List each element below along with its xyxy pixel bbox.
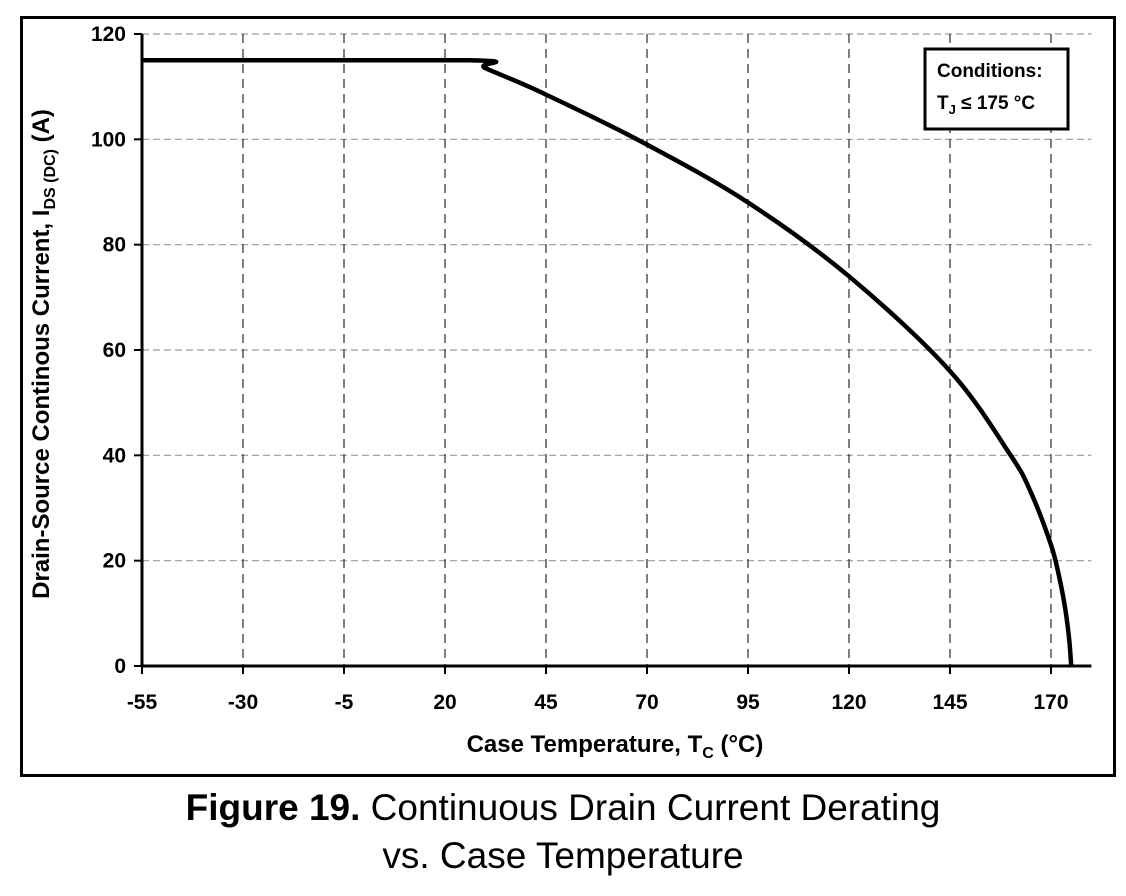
y-tick-label: 20	[103, 550, 126, 573]
x-tick-label: 70	[635, 691, 658, 714]
figure-number: Figure 19.	[185, 787, 361, 828]
x-tick-label: 95	[736, 691, 760, 714]
conditions-title: Conditions:	[937, 61, 1043, 82]
caption-line-2: vs. Case Temperature	[382, 835, 744, 876]
x-tick-label: -5	[335, 691, 354, 714]
conditions-box: Conditions: TJ ≤ 175 °C	[923, 47, 1070, 131]
figure-caption: Figure 19. Continuous Drain Current Dera…	[0, 784, 1126, 880]
x-tick-label: 145	[932, 691, 967, 714]
y-tick-label: 40	[103, 444, 126, 467]
y-tick-label: 0	[114, 655, 126, 678]
conditions-value: TJ ≤ 175 °C	[937, 93, 1035, 117]
y-tick-label: 120	[91, 23, 126, 46]
chart-frame	[20, 16, 1116, 777]
y-tick-label: 60	[103, 339, 126, 362]
x-tick-label: -30	[228, 691, 258, 714]
caption-line-1: Continuous Drain Current Derating	[360, 787, 941, 828]
derating-chart: 0 20 40 60 80 100 120 -55 -30 -5 20 45 70 95 120 145 170…	[28, 23, 1092, 762]
x-tick-label: 45	[534, 691, 558, 714]
x-tick-label: 120	[831, 691, 866, 714]
x-tick-label: 170	[1033, 691, 1068, 714]
grid-lines	[142, 33, 1092, 666]
y-tick-label: 100	[91, 128, 126, 151]
derating-curve	[142, 58, 1074, 667]
x-axis-title: Case Temperature, TC (°C)	[467, 731, 764, 762]
x-tick-label: -55	[127, 691, 158, 714]
x-tick-label: 20	[433, 691, 456, 714]
tick-labels: 0 20 40 60 80 100 120 -55 -30 -5 20 45 70 95 120 145 170	[91, 23, 1069, 714]
y-tick-label: 80	[103, 234, 126, 257]
axes	[140, 34, 1092, 668]
y-axis-title: Drain-Source Continous Current, IDS (DC)…	[28, 109, 59, 599]
